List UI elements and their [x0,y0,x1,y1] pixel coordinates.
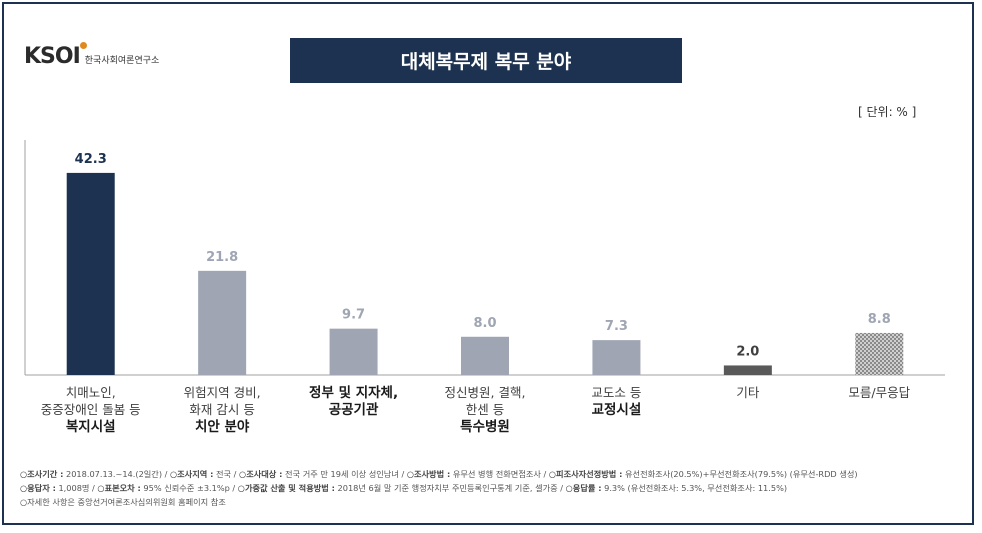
category-label-1-line-1: 치매노인, [66,385,116,400]
logo-subtitle: 한국사회여론연구소 [84,56,160,66]
category-label-1-line-3: 복지시설 [66,419,116,435]
category-label-3-line-2: 공공기관 [329,401,379,418]
value-label-7: 8.8 [868,312,891,327]
logo-dot-icon [80,42,87,49]
chart-title: 대체복무제 복무 분야 [290,38,682,83]
bar-7 [855,332,904,375]
category-label-3-line-1: 정부 및 지자체, [309,384,398,401]
footnote-key: ○표본오차 : [97,483,141,493]
footnote-value: 95% 신뢰수준 ±3.1%p / [140,483,238,493]
value-label-5: 7.3 [605,319,628,334]
footnote-key: ○응답자 : [20,483,56,493]
bar-4 [461,336,509,375]
footnote-key: ○조사기간 : [20,469,64,479]
footnote-line-2: ○응답자 : 1,008명 / ○표본오차 : 95% 신뢰수준 ±3.1%p … [20,481,965,495]
footnote-value: 유선전화조사(20.5%)+무선전화조사(79.5%) (유무선-RDD 생성) [622,469,858,479]
category-label-7-line-1: 모름/무응답 [848,385,910,400]
ksoi-logo: KSOI 한국사회여론연구소 [24,42,160,68]
footnote-value: 9.3% (유선전화조사: 5.3%, 무선전화조사: 11.5%) [601,483,788,493]
footnote-key: ○응답률 : [565,483,602,493]
bar-5 [592,340,641,375]
footnote-line-3: ○자세한 사항은 중앙선거여론조사심의위원회 홈페이지 참조 [20,495,965,509]
footnote-value: 2018년 6월 말 기준 행정자치부 주민등록인구통계 기준, 셀가중 / [334,483,566,493]
footnote-key: ○조사지역 : [170,469,214,479]
category-label-2-line-1: 위험지역 경비, [184,385,261,400]
bar-3 [329,328,378,375]
category-label-4-line-1: 정신병원, 결핵, [445,385,526,400]
value-label-4: 8.0 [473,316,496,331]
footnote-key: ○조사대상 : [239,469,283,479]
category-label-5-line-2: 교정시설 [592,401,642,418]
footnote-value: 2018.07.13.~14.(2일간) / [63,469,170,479]
category-label-5-line-1: 교도소 등 [591,385,641,400]
chart-frame [2,2,974,525]
footnote-value: 유무선 병행 전화면접조사 / [450,469,549,479]
category-label-2-line-2: 화재 감시 등 [189,402,254,417]
value-label-3: 9.7 [342,308,365,323]
category-label-6-line-1: 기타 [736,385,760,400]
footnote-value: ○자세한 사항은 중앙선거여론조사심의위원회 홈페이지 참조 [20,497,226,507]
category-label-4-line-3: 특수병원 [460,418,510,435]
bar-1 [66,172,115,375]
logo-mark: KSOI [24,42,87,68]
value-label-6: 2.0 [736,344,759,359]
bar-2 [198,270,247,375]
survey-footnotes: ○조사기간 : 2018.07.13.~14.(2일간) / ○조사지역 : 전… [20,467,965,509]
footnote-value: 전국 거주 만 19세 이상 성인남녀 / [282,469,407,479]
unit-label: [ 단위: % ] [858,105,917,119]
value-label-1: 42.3 [75,152,107,167]
category-label-1-line-2: 중증장애인 돌봄 등 [41,402,141,417]
value-label-2: 21.8 [206,250,238,265]
category-label-2-line-3: 치안 분야 [195,418,250,435]
footnote-value: 1,008명 / [55,483,98,493]
footnote-key: ○가중값 산출 및 적용방법 : [237,483,335,493]
footnote-key: ○피조사자선정방법 : [548,469,623,479]
category-label-4-line-2: 한센 등 [466,402,504,417]
bar-6 [723,365,772,375]
footnote-value: 전국 / [213,469,240,479]
footnote-line-1: ○조사기간 : 2018.07.13.~14.(2일간) / ○조사지역 : 전… [20,467,965,481]
footnote-key: ○조사방법 : [406,469,451,479]
